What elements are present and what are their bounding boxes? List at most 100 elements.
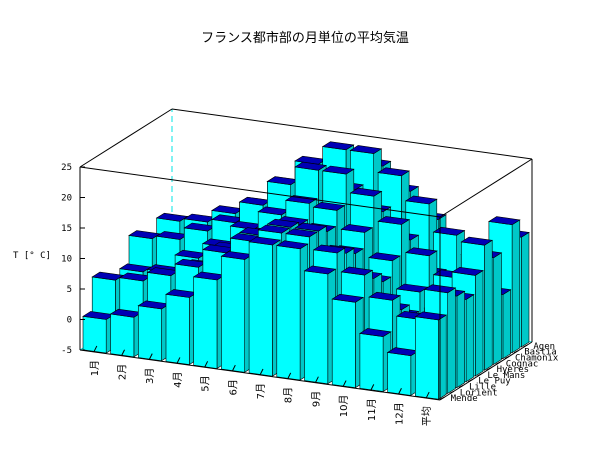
bar-top	[368, 291, 401, 301]
bar-front	[414, 316, 439, 400]
bar-front	[387, 352, 412, 396]
z-tick-label: 5	[67, 285, 72, 295]
bar-side	[520, 231, 530, 348]
month-tick-label: 7月	[255, 383, 267, 399]
box-edge-left-top	[79, 108, 173, 168]
bar-front	[221, 255, 245, 373]
city-tick-label: Hyères	[497, 364, 530, 375]
month-tick-label: 11月	[366, 398, 378, 421]
month-tick-mark	[314, 376, 319, 383]
month-tick-label: 平均	[421, 406, 433, 426]
city-tick-label: Le Mans	[487, 371, 525, 381]
bar-top	[285, 228, 318, 238]
bar-top	[91, 271, 124, 281]
city-tick-mark	[467, 379, 473, 383]
bar-top	[275, 240, 309, 250]
bar-front	[110, 313, 135, 358]
bar-top	[321, 165, 355, 175]
bar	[137, 300, 171, 362]
month-tick-label: 1月	[89, 360, 101, 376]
bar-top	[128, 230, 161, 240]
bar-front	[359, 333, 384, 392]
box-edge-front-top	[79, 166, 441, 218]
bar-top	[266, 218, 300, 228]
z-tick-label: -5	[61, 346, 72, 356]
axis-labels: -5 0 5 10 15 20 25 1月 2月 3月 4月 5月 6月 7月 8月 9月 10月 11月 12月 平…	[61, 163, 559, 426]
month-tick-mark	[148, 353, 153, 360]
city-tick-label: Cognac	[506, 359, 539, 369]
city-tick-mark	[477, 373, 482, 377]
bar-top	[377, 216, 411, 225]
bar	[192, 271, 226, 370]
bar-side	[502, 289, 511, 360]
month-tick-mark	[204, 361, 209, 368]
z-tick-label: 25	[61, 163, 72, 173]
month-tick-label: 3月	[144, 368, 156, 384]
bar-top	[460, 236, 494, 246]
month-tick-label: 10月	[338, 395, 350, 418]
city-tick-label: Chamonix	[515, 354, 559, 364]
month-tick-label: 4月	[172, 371, 184, 387]
bar-front	[276, 245, 301, 381]
city-tick-label: Lille	[469, 383, 496, 393]
city-tick-label: Agen	[533, 342, 555, 352]
bar-side	[493, 252, 502, 365]
bar	[220, 251, 254, 373]
bar-front	[138, 305, 162, 362]
bar-top	[340, 266, 374, 276]
bar-top	[377, 167, 410, 177]
bar-front	[82, 315, 107, 354]
bar	[82, 311, 115, 354]
bar-front	[193, 276, 218, 369]
bar-side	[474, 269, 484, 377]
month-tick-mark	[370, 384, 375, 391]
bar-front	[331, 298, 356, 389]
month-tick-mark	[342, 380, 347, 387]
bar	[359, 328, 392, 393]
bar-top	[340, 224, 374, 233]
bar-top	[451, 266, 484, 276]
month-tick-mark	[93, 345, 98, 353]
bar-top	[349, 187, 383, 197]
z-tick-label: 15	[61, 224, 72, 234]
bar-side	[484, 239, 493, 371]
month-tick-mark	[425, 391, 430, 399]
bar-top	[432, 226, 466, 236]
month-tick-label: 5月	[200, 375, 212, 391]
month-tick-mark	[259, 368, 264, 376]
bar-top	[414, 311, 448, 321]
bar	[386, 347, 420, 396]
month-tick-label: 12月	[393, 402, 405, 425]
month-tick-label: 9月	[310, 391, 322, 407]
z-tick-label: 20	[61, 194, 72, 204]
city-tick-mark	[495, 361, 501, 365]
bar-top	[155, 212, 189, 222]
z-axis-label: T [° C]	[13, 251, 51, 261]
box-edge-right-top	[439, 158, 533, 218]
city-tick-mark	[440, 396, 445, 400]
bar-side	[447, 287, 456, 394]
bar-side	[511, 219, 521, 354]
bar-top	[405, 247, 438, 257]
bar-top	[368, 252, 401, 262]
chart-title: フランス都市部の月単位の平均気温	[201, 30, 409, 46]
month-tick-label: 2月	[117, 364, 129, 380]
month-tick-mark	[287, 372, 292, 380]
bar-top	[321, 141, 355, 151]
month-tick-mark	[121, 349, 125, 356]
bar-top	[257, 224, 291, 234]
bar-top	[404, 195, 438, 205]
month-tick-mark	[231, 364, 236, 372]
bar-top	[248, 236, 281, 246]
bar-top	[285, 195, 318, 204]
city-tick-mark	[486, 367, 491, 371]
bar-top	[312, 244, 346, 254]
city-tick-label: Le Puy	[478, 377, 511, 387]
bar	[414, 311, 448, 400]
z-tick-label: 0	[67, 316, 72, 326]
box-edge-back-top	[171, 108, 533, 160]
city-tick-label: Mende	[451, 394, 478, 404]
city-tick-mark	[458, 385, 464, 388]
bar-top	[312, 201, 346, 211]
